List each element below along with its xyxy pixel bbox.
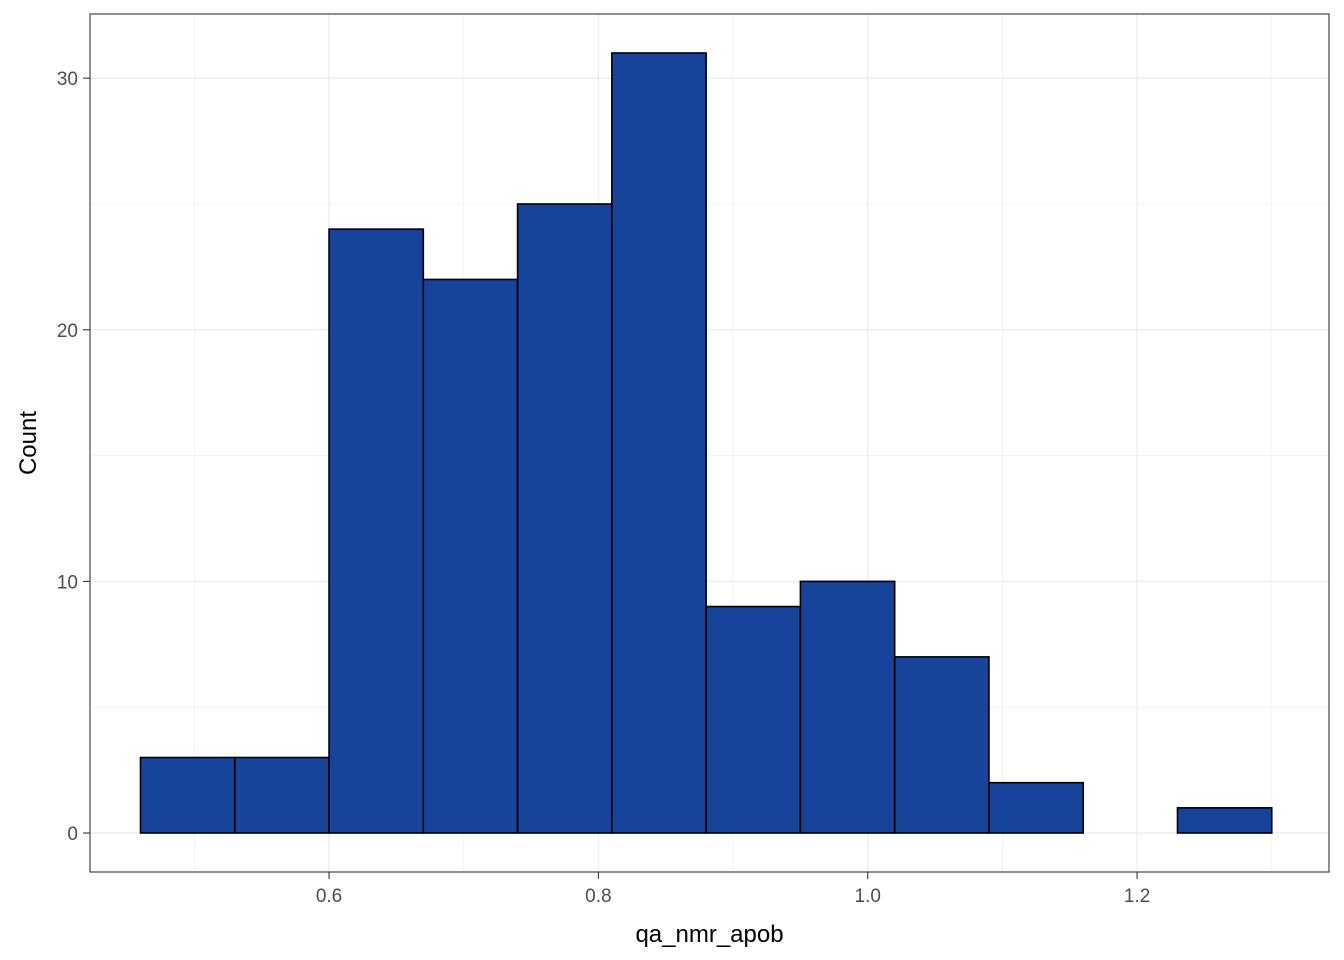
x-tick-label: 1.0 — [855, 886, 881, 907]
histogram-bar — [1176, 807, 1273, 834]
histogram-bar — [422, 278, 519, 834]
histogram-bar — [893, 656, 990, 834]
y-tick-label: 30 — [57, 69, 78, 90]
y-tick-label: 0 — [67, 824, 78, 845]
histogram-bar — [139, 756, 236, 834]
histogram-bar — [611, 52, 707, 834]
x-axis-ticks: 0.6 0.8 1.0 1.2 — [316, 872, 1150, 907]
histogram-bar — [799, 580, 896, 834]
histogram-bar — [705, 605, 802, 834]
y-tick-label: 10 — [57, 572, 78, 593]
x-tick-label: 0.8 — [585, 886, 611, 907]
x-tick-label: 0.6 — [316, 886, 342, 907]
histogram-bar — [328, 228, 425, 834]
y-axis-title: Count — [15, 411, 42, 475]
histogram-bar — [516, 203, 613, 834]
histogram-bar — [988, 781, 1085, 834]
y-tick-label: 20 — [57, 321, 78, 342]
histogram-bars — [139, 52, 1273, 834]
histogram-bar — [233, 756, 330, 834]
x-axis-title: qa_nmr_apob — [635, 921, 783, 948]
panel-border — [89, 13, 1330, 873]
y-axis-ticks: 0 10 20 30 — [57, 69, 90, 845]
x-tick-label: 1.2 — [1124, 886, 1150, 907]
